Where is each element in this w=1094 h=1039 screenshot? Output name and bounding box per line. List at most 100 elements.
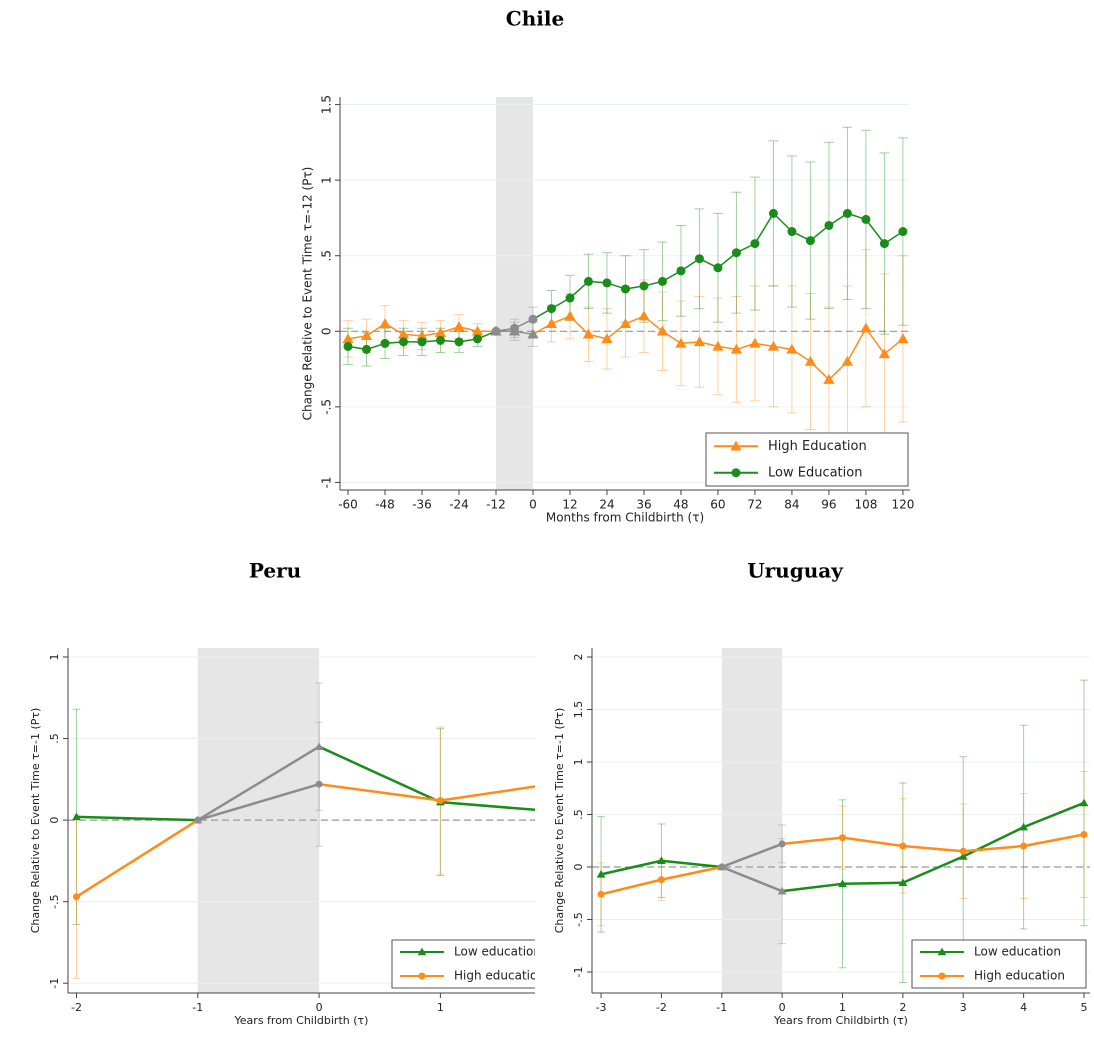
marker (897, 333, 909, 344)
y-tick-label: 1.5 (572, 701, 585, 719)
x-tick-label: -24 (449, 498, 469, 512)
plot-area: Low education High education (592, 648, 1090, 993)
marker (399, 337, 409, 347)
y-axis-label: Change Relative to Event Time τ=-1 (Pτ) (29, 708, 42, 934)
line-segment (661, 859, 722, 869)
line-segment (318, 745, 441, 804)
line-segment (197, 745, 320, 822)
legend-label: High education (454, 969, 545, 983)
line-segment (782, 836, 843, 846)
line-segment (842, 836, 904, 848)
marker (749, 337, 761, 348)
x-tick-label: 48 (673, 498, 688, 512)
marker (899, 842, 907, 850)
marker (1020, 842, 1028, 850)
series-line (72, 780, 535, 901)
line-segment (781, 882, 843, 893)
line-segment (197, 783, 320, 822)
marker (546, 304, 556, 314)
legend: Low education High education (391, 939, 545, 989)
marker (434, 327, 447, 338)
marker (619, 318, 632, 328)
legend: High Education Low Education (705, 432, 909, 487)
series-line (597, 830, 1088, 898)
shaded-region (721, 648, 783, 993)
legend: Low education High education (911, 939, 1087, 989)
panel: Uruguay Low education High education -1 -.5 0… (553, 559, 1090, 1027)
legend-label: Low education (974, 945, 1061, 959)
line-segment (721, 865, 783, 893)
y-tick-label: -1 (320, 476, 334, 488)
line-segment (318, 782, 441, 802)
marker (750, 239, 760, 249)
legend-box (391, 939, 535, 989)
plot-background (340, 97, 910, 490)
marker (528, 314, 538, 324)
marker (314, 742, 324, 750)
marker (639, 281, 649, 291)
y-tick-label: -1 (572, 967, 585, 978)
marker (777, 886, 787, 895)
marker (1080, 830, 1088, 838)
marker (315, 780, 323, 788)
marker (838, 879, 847, 888)
x-tick-label: -2 (656, 1001, 667, 1014)
marker (824, 220, 834, 230)
marker (898, 878, 908, 887)
marker (564, 310, 576, 321)
marker (417, 947, 427, 956)
marker (343, 341, 353, 351)
line-segment (440, 800, 535, 812)
legend-box (705, 432, 909, 487)
x-tick-label: 3 (960, 1001, 967, 1014)
x-tick-label: 12 (562, 498, 577, 512)
x-tick-label: 96 (821, 498, 836, 512)
y-tick-label: 2 (572, 654, 585, 661)
line-segment (76, 815, 198, 822)
marker (1079, 798, 1089, 807)
marker (657, 876, 665, 884)
x-tick-label: 60 (710, 498, 725, 512)
plot-background (592, 648, 1090, 993)
y-tick-label: 1 (320, 176, 334, 184)
marker (898, 227, 908, 237)
y-tick-label: -.5 (48, 894, 61, 908)
marker (362, 344, 372, 354)
plot-area: Low education High education (68, 648, 545, 993)
x-tick-label: -60 (338, 498, 358, 512)
marker (583, 276, 593, 286)
marker (417, 337, 427, 347)
line-segment (600, 878, 662, 896)
marker (823, 374, 835, 384)
marker (416, 330, 428, 341)
x-tick-label: 108 (854, 498, 877, 512)
x-tick-label: -36 (412, 498, 432, 512)
y-tick-label: 1 (572, 759, 585, 766)
line-segment (440, 785, 535, 802)
y-axis-label: Change Relative to Event Time τ=-1 (Pτ) (553, 708, 566, 934)
marker (767, 340, 780, 351)
marker (768, 208, 778, 218)
marker (596, 869, 606, 878)
x-tick-label: 1 (437, 1001, 444, 1014)
marker (656, 325, 669, 336)
line-segment (902, 844, 964, 853)
marker (418, 972, 426, 980)
marker (938, 972, 946, 980)
marker (380, 338, 390, 348)
panel: Peru Low education High education -1 -.5 0 .5 1… (29, 559, 545, 1027)
marker (730, 440, 742, 451)
marker (360, 330, 373, 341)
marker (397, 328, 410, 339)
marker (675, 337, 687, 348)
marker (435, 335, 445, 345)
marker (860, 322, 872, 333)
line-segment (963, 844, 1024, 853)
series-line (343, 208, 908, 354)
legend-label: Low Education (768, 465, 862, 480)
marker (342, 333, 354, 344)
marker (471, 325, 484, 336)
marker (620, 284, 630, 294)
marker (841, 355, 854, 366)
